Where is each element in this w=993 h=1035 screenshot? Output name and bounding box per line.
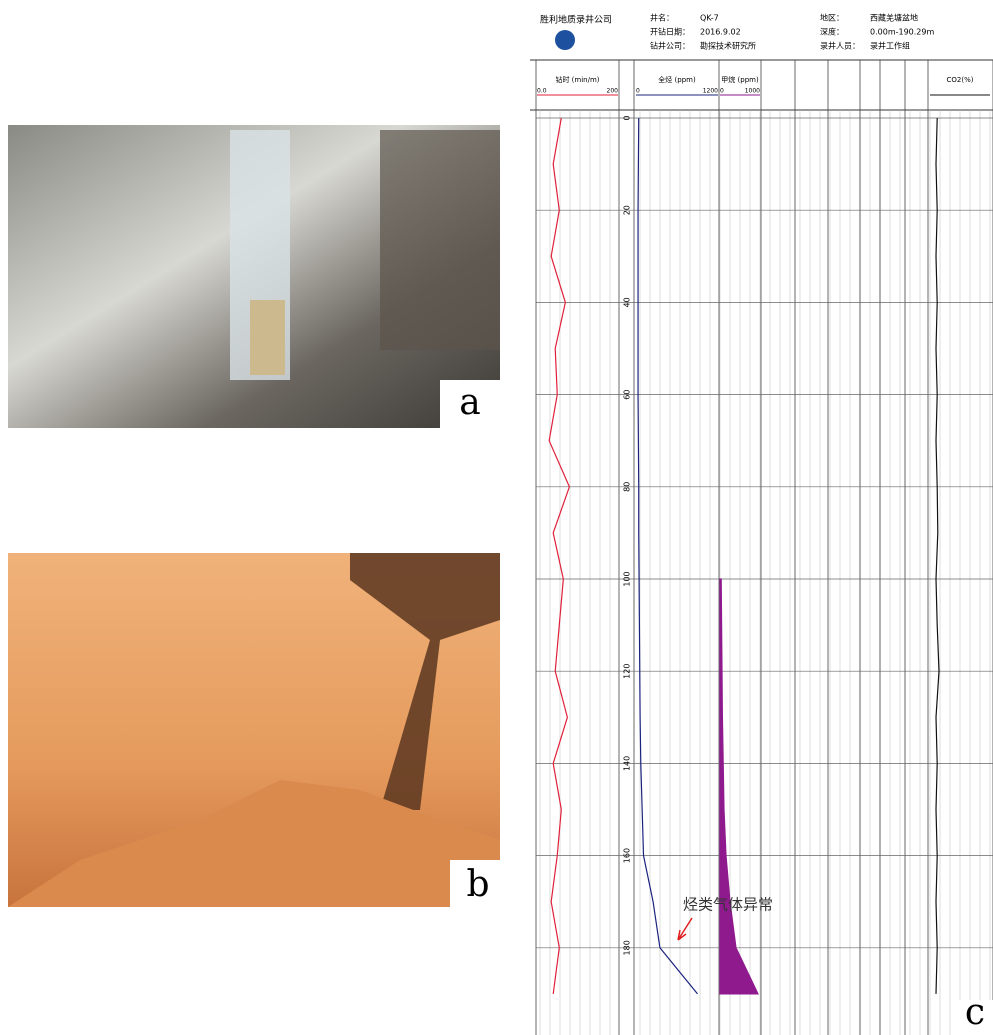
y-tick-label: 120 [623,664,632,679]
legend-entry: 钻时 (min/m) [555,75,599,84]
field-value: 西藏羌塘盆地 [870,13,918,23]
field-value: 2016.9.02 [700,28,741,37]
legend-entry: CO2(%) [947,76,974,84]
field-value: 勘探技术研究所 [700,41,756,51]
y-tick-label: 160 [623,848,632,863]
page: a b 胜利地质录井公司 井名： QK-7 开钻日期： 2016.9.02 钻井公司： 勘… [0,0,993,1035]
legend-entry: 全烃 (ppm) [658,75,696,84]
field-value: 0.00m-190.29m [870,28,934,37]
mud-log: 胜利地质录井公司 [530,0,993,1035]
x-tick-label: 0 [720,88,724,95]
y-tick-label: 80 [623,482,632,492]
photo-b: b [8,553,500,907]
panel-label: a [459,382,480,423]
y-tick-label: 100 [623,571,632,586]
y-tick-label: 20 [623,205,632,215]
field-label: 地区： [820,13,844,23]
panel-label: c [965,992,985,1033]
y-tick-label: 180 [623,940,632,955]
y-tick-label: 40 [623,297,632,307]
annotation: 烃类气体异常 [683,896,773,914]
field-label: 深度： [820,27,844,37]
x-tick-label: 0 [636,88,640,95]
y-tick-label: 0 [623,115,632,120]
photo-a: a [8,125,500,428]
x-tick-label: 0.0 [537,88,547,95]
x-tick-label: 200 [607,88,619,95]
field-value: QK-7 [700,14,719,23]
field-label: 井名： [650,13,674,23]
field-label: 开钻日期： [650,27,690,37]
x-tick-label: 1000 [745,88,760,95]
field-value: 录井工作组 [870,41,910,51]
figure: a b 胜利地质录井公司 井名： QK-7 开钻日期： 2016.9.02 钻井公司： 勘… [0,0,993,1035]
legend-entry: 甲烷 (ppm) [721,75,759,84]
panel-label: b [466,864,489,905]
y-tick-label: 60 [623,390,632,400]
x-tick-label: 1200 [703,88,718,95]
y-tick-label: 140 [623,756,632,771]
field-label: 钻井公司： [650,41,690,51]
field-label: 录井人员： [820,41,860,51]
logo [555,30,575,50]
company: 胜利地质录井公司 [540,14,612,26]
